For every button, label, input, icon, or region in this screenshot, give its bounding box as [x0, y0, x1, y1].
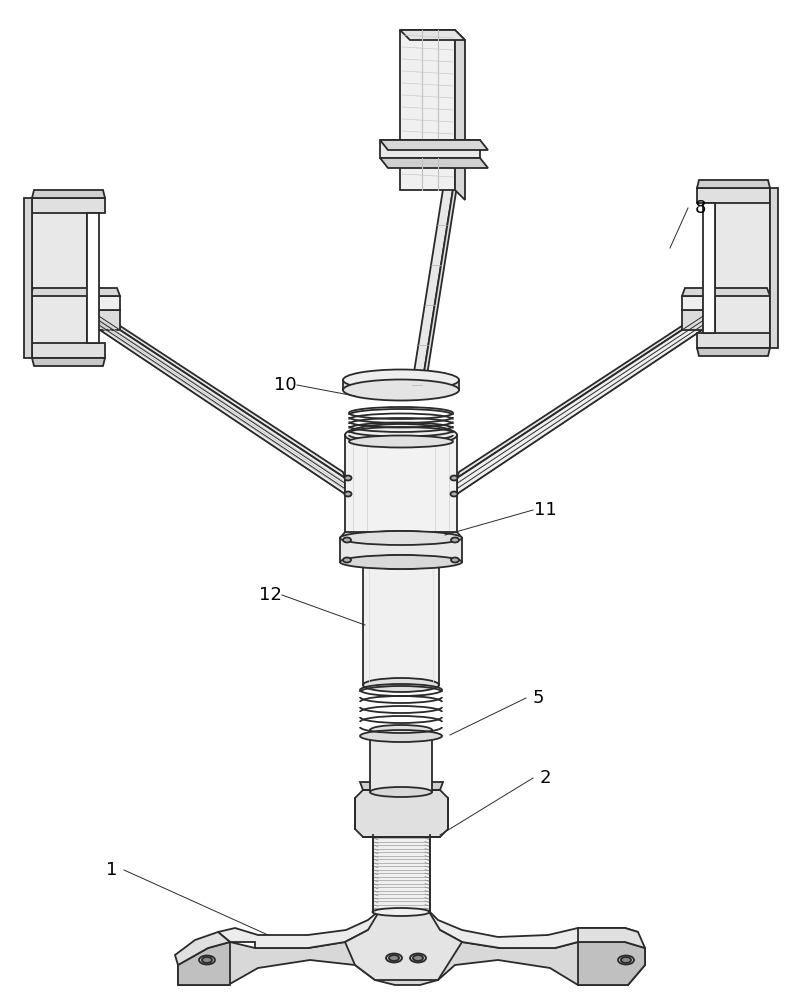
Polygon shape [30, 296, 120, 310]
Polygon shape [175, 932, 230, 965]
Ellipse shape [410, 954, 426, 962]
Polygon shape [32, 198, 105, 213]
Polygon shape [32, 198, 87, 358]
Polygon shape [682, 310, 770, 330]
Polygon shape [32, 343, 105, 358]
Polygon shape [380, 158, 488, 168]
Ellipse shape [372, 908, 430, 916]
Polygon shape [218, 902, 638, 948]
Ellipse shape [618, 956, 634, 964]
Ellipse shape [343, 558, 351, 562]
Ellipse shape [451, 476, 457, 481]
Polygon shape [32, 358, 105, 366]
Ellipse shape [363, 678, 439, 692]
Polygon shape [380, 140, 480, 158]
Ellipse shape [202, 957, 212, 963]
Text: 5: 5 [533, 689, 544, 707]
Polygon shape [363, 562, 439, 685]
Ellipse shape [413, 955, 423, 961]
Polygon shape [30, 310, 120, 330]
Ellipse shape [343, 369, 459, 390]
Ellipse shape [340, 531, 462, 545]
Polygon shape [578, 942, 645, 985]
Polygon shape [400, 30, 455, 190]
Ellipse shape [343, 538, 351, 542]
Polygon shape [360, 782, 443, 790]
Polygon shape [770, 188, 778, 348]
Polygon shape [697, 333, 770, 348]
Text: 8: 8 [695, 199, 706, 217]
Polygon shape [343, 380, 459, 390]
Polygon shape [400, 30, 465, 40]
Ellipse shape [345, 531, 457, 553]
Polygon shape [682, 296, 770, 310]
Polygon shape [32, 190, 105, 198]
Text: 12: 12 [258, 586, 282, 604]
Ellipse shape [370, 725, 432, 735]
Polygon shape [455, 30, 465, 200]
Ellipse shape [349, 436, 453, 448]
Polygon shape [697, 180, 770, 188]
Polygon shape [703, 203, 715, 333]
Polygon shape [340, 538, 462, 562]
Polygon shape [457, 299, 723, 478]
Ellipse shape [343, 379, 459, 400]
Polygon shape [340, 532, 462, 538]
Polygon shape [30, 288, 120, 296]
Text: 1: 1 [107, 861, 118, 879]
Polygon shape [412, 145, 460, 385]
Ellipse shape [363, 555, 439, 569]
Ellipse shape [360, 730, 442, 742]
Ellipse shape [389, 955, 399, 961]
Polygon shape [682, 288, 770, 296]
Ellipse shape [451, 491, 457, 496]
Ellipse shape [345, 424, 457, 446]
Ellipse shape [386, 954, 402, 962]
Polygon shape [178, 913, 645, 985]
Polygon shape [87, 213, 99, 343]
Text: 11: 11 [533, 501, 557, 519]
Polygon shape [697, 188, 770, 203]
Polygon shape [578, 928, 645, 948]
Text: 2: 2 [539, 769, 551, 787]
Ellipse shape [340, 555, 462, 569]
Ellipse shape [451, 558, 459, 562]
Ellipse shape [370, 787, 432, 797]
Polygon shape [82, 305, 345, 494]
Ellipse shape [451, 538, 459, 542]
Ellipse shape [345, 476, 351, 481]
Polygon shape [345, 435, 457, 542]
Polygon shape [715, 188, 770, 348]
Polygon shape [380, 140, 488, 150]
Polygon shape [422, 145, 463, 388]
Ellipse shape [345, 491, 351, 496]
Polygon shape [178, 942, 230, 985]
Polygon shape [345, 902, 462, 980]
Polygon shape [79, 299, 345, 478]
Polygon shape [370, 730, 432, 792]
Polygon shape [457, 305, 720, 494]
Polygon shape [373, 835, 430, 912]
Text: 10: 10 [273, 376, 296, 394]
Ellipse shape [199, 956, 215, 964]
Polygon shape [355, 790, 448, 837]
Ellipse shape [621, 957, 631, 963]
Polygon shape [24, 198, 32, 358]
Polygon shape [697, 348, 770, 356]
